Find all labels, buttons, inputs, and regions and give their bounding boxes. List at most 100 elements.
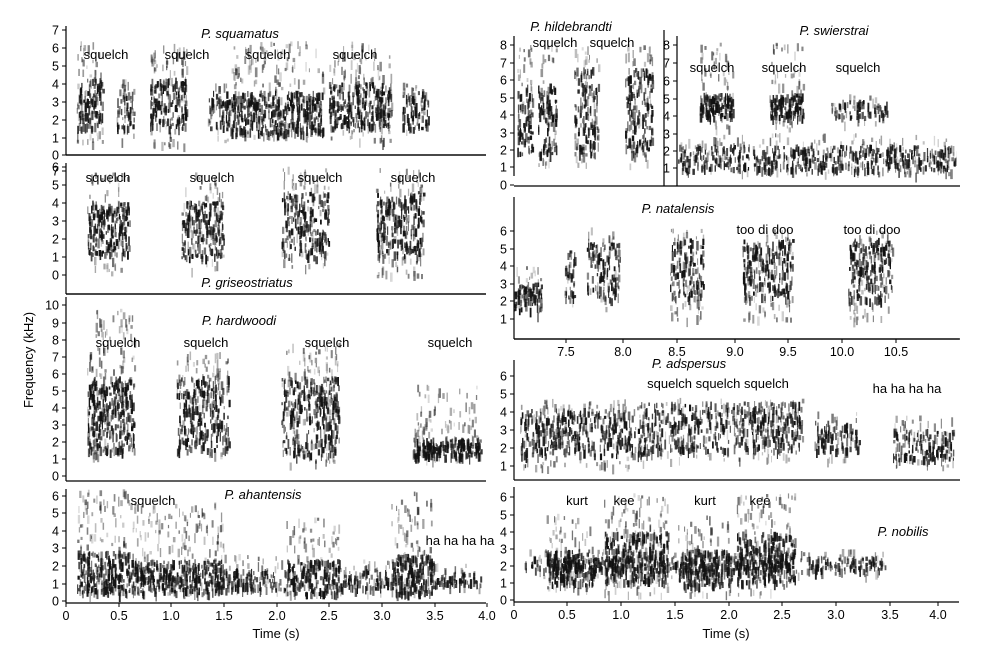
y-tick-label: 5 <box>52 60 59 74</box>
y-tick-label: 3 <box>500 127 507 141</box>
y-tick-label: 2 <box>52 436 59 450</box>
energy-blob <box>176 351 231 462</box>
energy-blob <box>604 493 670 601</box>
call-annotation: ha ha ha ha <box>873 381 942 396</box>
y-tick-label: 4 <box>500 260 507 274</box>
spectrogram-marks-nobilis <box>524 493 887 601</box>
x-tick-label: 10.0 <box>830 345 854 359</box>
y-tick-label: 10 <box>45 299 59 313</box>
y-tick-label: 1 <box>52 251 59 265</box>
x-tick-label: 4.0 <box>929 608 946 622</box>
y-tick-label: 7 <box>52 24 59 38</box>
call-annotation: squelch <box>428 335 473 350</box>
y-tick-label: 7 <box>663 57 670 71</box>
call-annotation: squelch <box>391 170 436 185</box>
x-tick-label: 10.5 <box>884 345 908 359</box>
energy-blob <box>76 41 105 150</box>
y-tick-label: 5 <box>663 93 670 107</box>
energy-blob <box>647 397 805 467</box>
energy-blob <box>893 415 956 472</box>
energy-blob <box>391 491 436 602</box>
energy-blob <box>699 42 735 136</box>
call-annotation: squelch <box>836 60 881 75</box>
energy-blob <box>339 559 393 600</box>
energy-blob <box>181 172 225 278</box>
y-tick-label: 1 <box>52 578 59 592</box>
y-tick-label: 8 <box>500 39 507 53</box>
energy-blob <box>736 493 797 599</box>
call-annotation: squelch <box>533 35 578 50</box>
energy-blob <box>129 502 225 602</box>
y-tick-label: 4 <box>52 402 59 416</box>
panel-natalensis: 1 2 3 4 5 6 7.5 8.0 8.5 9.0 9.5 10.0 10.5 P. natalens… <box>500 197 959 359</box>
call-annotation: squelch <box>298 170 343 185</box>
y-tick-label: 9 <box>52 317 59 331</box>
energy-blob <box>520 398 650 475</box>
energy-blob <box>670 228 705 328</box>
y-tick-label: 6 <box>663 75 670 89</box>
call-annotation: kurt <box>566 493 588 508</box>
y-tick-label: 2 <box>500 442 507 456</box>
panel-ahantensis: 0 1 2 3 4 5 6 0 0.5 1.0 1.5 2.0 2.5 3.0 3.5 4.0 P. ahant… <box>52 487 496 623</box>
y-tick-label: 1 <box>500 313 507 327</box>
y-tick-label: 7 <box>500 57 507 71</box>
energy-blob <box>328 41 394 150</box>
call-annotation: squelch <box>690 60 735 75</box>
energy-blob <box>375 168 426 282</box>
energy-blob <box>814 411 861 468</box>
call-annotation: squelch <box>84 47 129 62</box>
y-tick-label: 6 <box>52 490 59 504</box>
y-tick-label: 0 <box>52 470 59 484</box>
x-axis-label-left: Time (s) <box>252 626 299 641</box>
energy-blob <box>678 133 957 183</box>
energy-blob <box>87 172 131 277</box>
energy-blob <box>286 517 341 601</box>
y-tick-label: 0 <box>52 595 59 609</box>
y-tick-label: 5 <box>52 507 59 521</box>
x-tick-label: 3.5 <box>881 608 898 622</box>
x-tick-label: 0.5 <box>110 609 127 623</box>
y-tick-label: 5 <box>500 243 507 257</box>
y-tick-label: 6 <box>52 368 59 382</box>
species-title: P. natalensis <box>642 201 715 216</box>
y-tick-label: 5 <box>500 509 507 523</box>
x-tick-label: 3.0 <box>373 609 390 623</box>
spectrogram-marks-ahantensis <box>77 489 483 603</box>
y-tick-label: 0 <box>52 269 59 283</box>
spectrogram-marks-natalensis <box>514 227 895 328</box>
y-tick-label: 2 <box>500 560 507 574</box>
x-tick-label: 2.0 <box>720 608 737 622</box>
x-tick-label: 2.5 <box>320 609 337 623</box>
y-tick-label: 2 <box>52 560 59 574</box>
y-tick-label: 2 <box>500 295 507 309</box>
call-annotation: squelch <box>333 47 378 62</box>
call-annotation: squelch <box>131 493 176 508</box>
x-tick-label: 9.5 <box>779 345 796 359</box>
y-tick-label: 4 <box>500 109 507 123</box>
y-tick-label: 2 <box>52 114 59 128</box>
energy-blob <box>517 45 535 158</box>
species-title: P. hildebrandti <box>530 19 613 34</box>
y-tick-label: 3 <box>52 96 59 110</box>
y-axis-label: Frequency (kHz) <box>21 312 36 408</box>
x-tick-label: 1.5 <box>666 608 683 622</box>
x-tick-label: 3.0 <box>827 608 844 622</box>
energy-blob <box>207 83 231 144</box>
energy-blob <box>574 46 601 169</box>
y-tick-label: 6 <box>500 225 507 239</box>
call-annotation: squelch <box>184 335 229 350</box>
x-tick-label: 1.0 <box>612 608 629 622</box>
energy-blob <box>150 43 189 153</box>
y-tick-label: 1 <box>500 460 507 474</box>
call-annotation: squelch <box>590 35 635 50</box>
energy-blob <box>831 94 889 132</box>
energy-blob <box>412 384 483 468</box>
x-tick-label: 0 <box>511 608 518 622</box>
y-tick-label: 3 <box>52 215 59 229</box>
energy-blob <box>229 41 326 143</box>
energy-blob <box>625 44 655 171</box>
energy-blob <box>742 229 795 326</box>
y-tick-label: 4 <box>500 526 507 540</box>
